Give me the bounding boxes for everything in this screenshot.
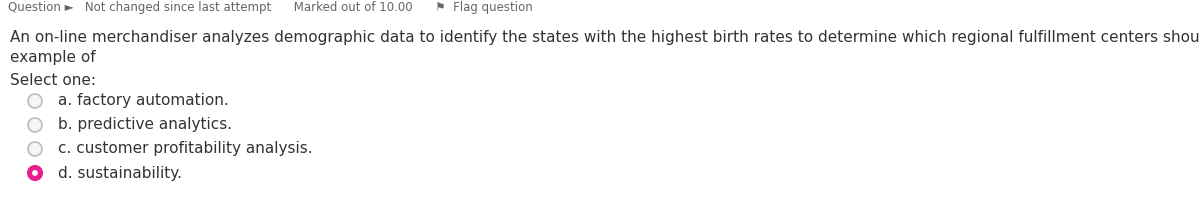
Circle shape xyxy=(28,94,42,108)
Circle shape xyxy=(28,142,42,156)
Circle shape xyxy=(28,118,42,132)
Text: example of: example of xyxy=(10,50,96,65)
Text: d. sustainability.: d. sustainability. xyxy=(58,165,182,181)
Circle shape xyxy=(28,166,42,180)
Text: Select one:: Select one: xyxy=(10,73,96,88)
Text: c. customer profitability analysis.: c. customer profitability analysis. xyxy=(58,141,313,157)
Text: a. factory automation.: a. factory automation. xyxy=(58,94,229,109)
Text: An on-line merchandiser analyzes demographic data to identify the states with th: An on-line merchandiser analyzes demogra… xyxy=(10,30,1200,45)
Text: b. predictive analytics.: b. predictive analytics. xyxy=(58,118,232,133)
Circle shape xyxy=(32,170,38,176)
Text: Question ►   Not changed since last attempt      Marked out of 10.00      ⚑  Fla: Question ► Not changed since last attemp… xyxy=(8,1,533,14)
